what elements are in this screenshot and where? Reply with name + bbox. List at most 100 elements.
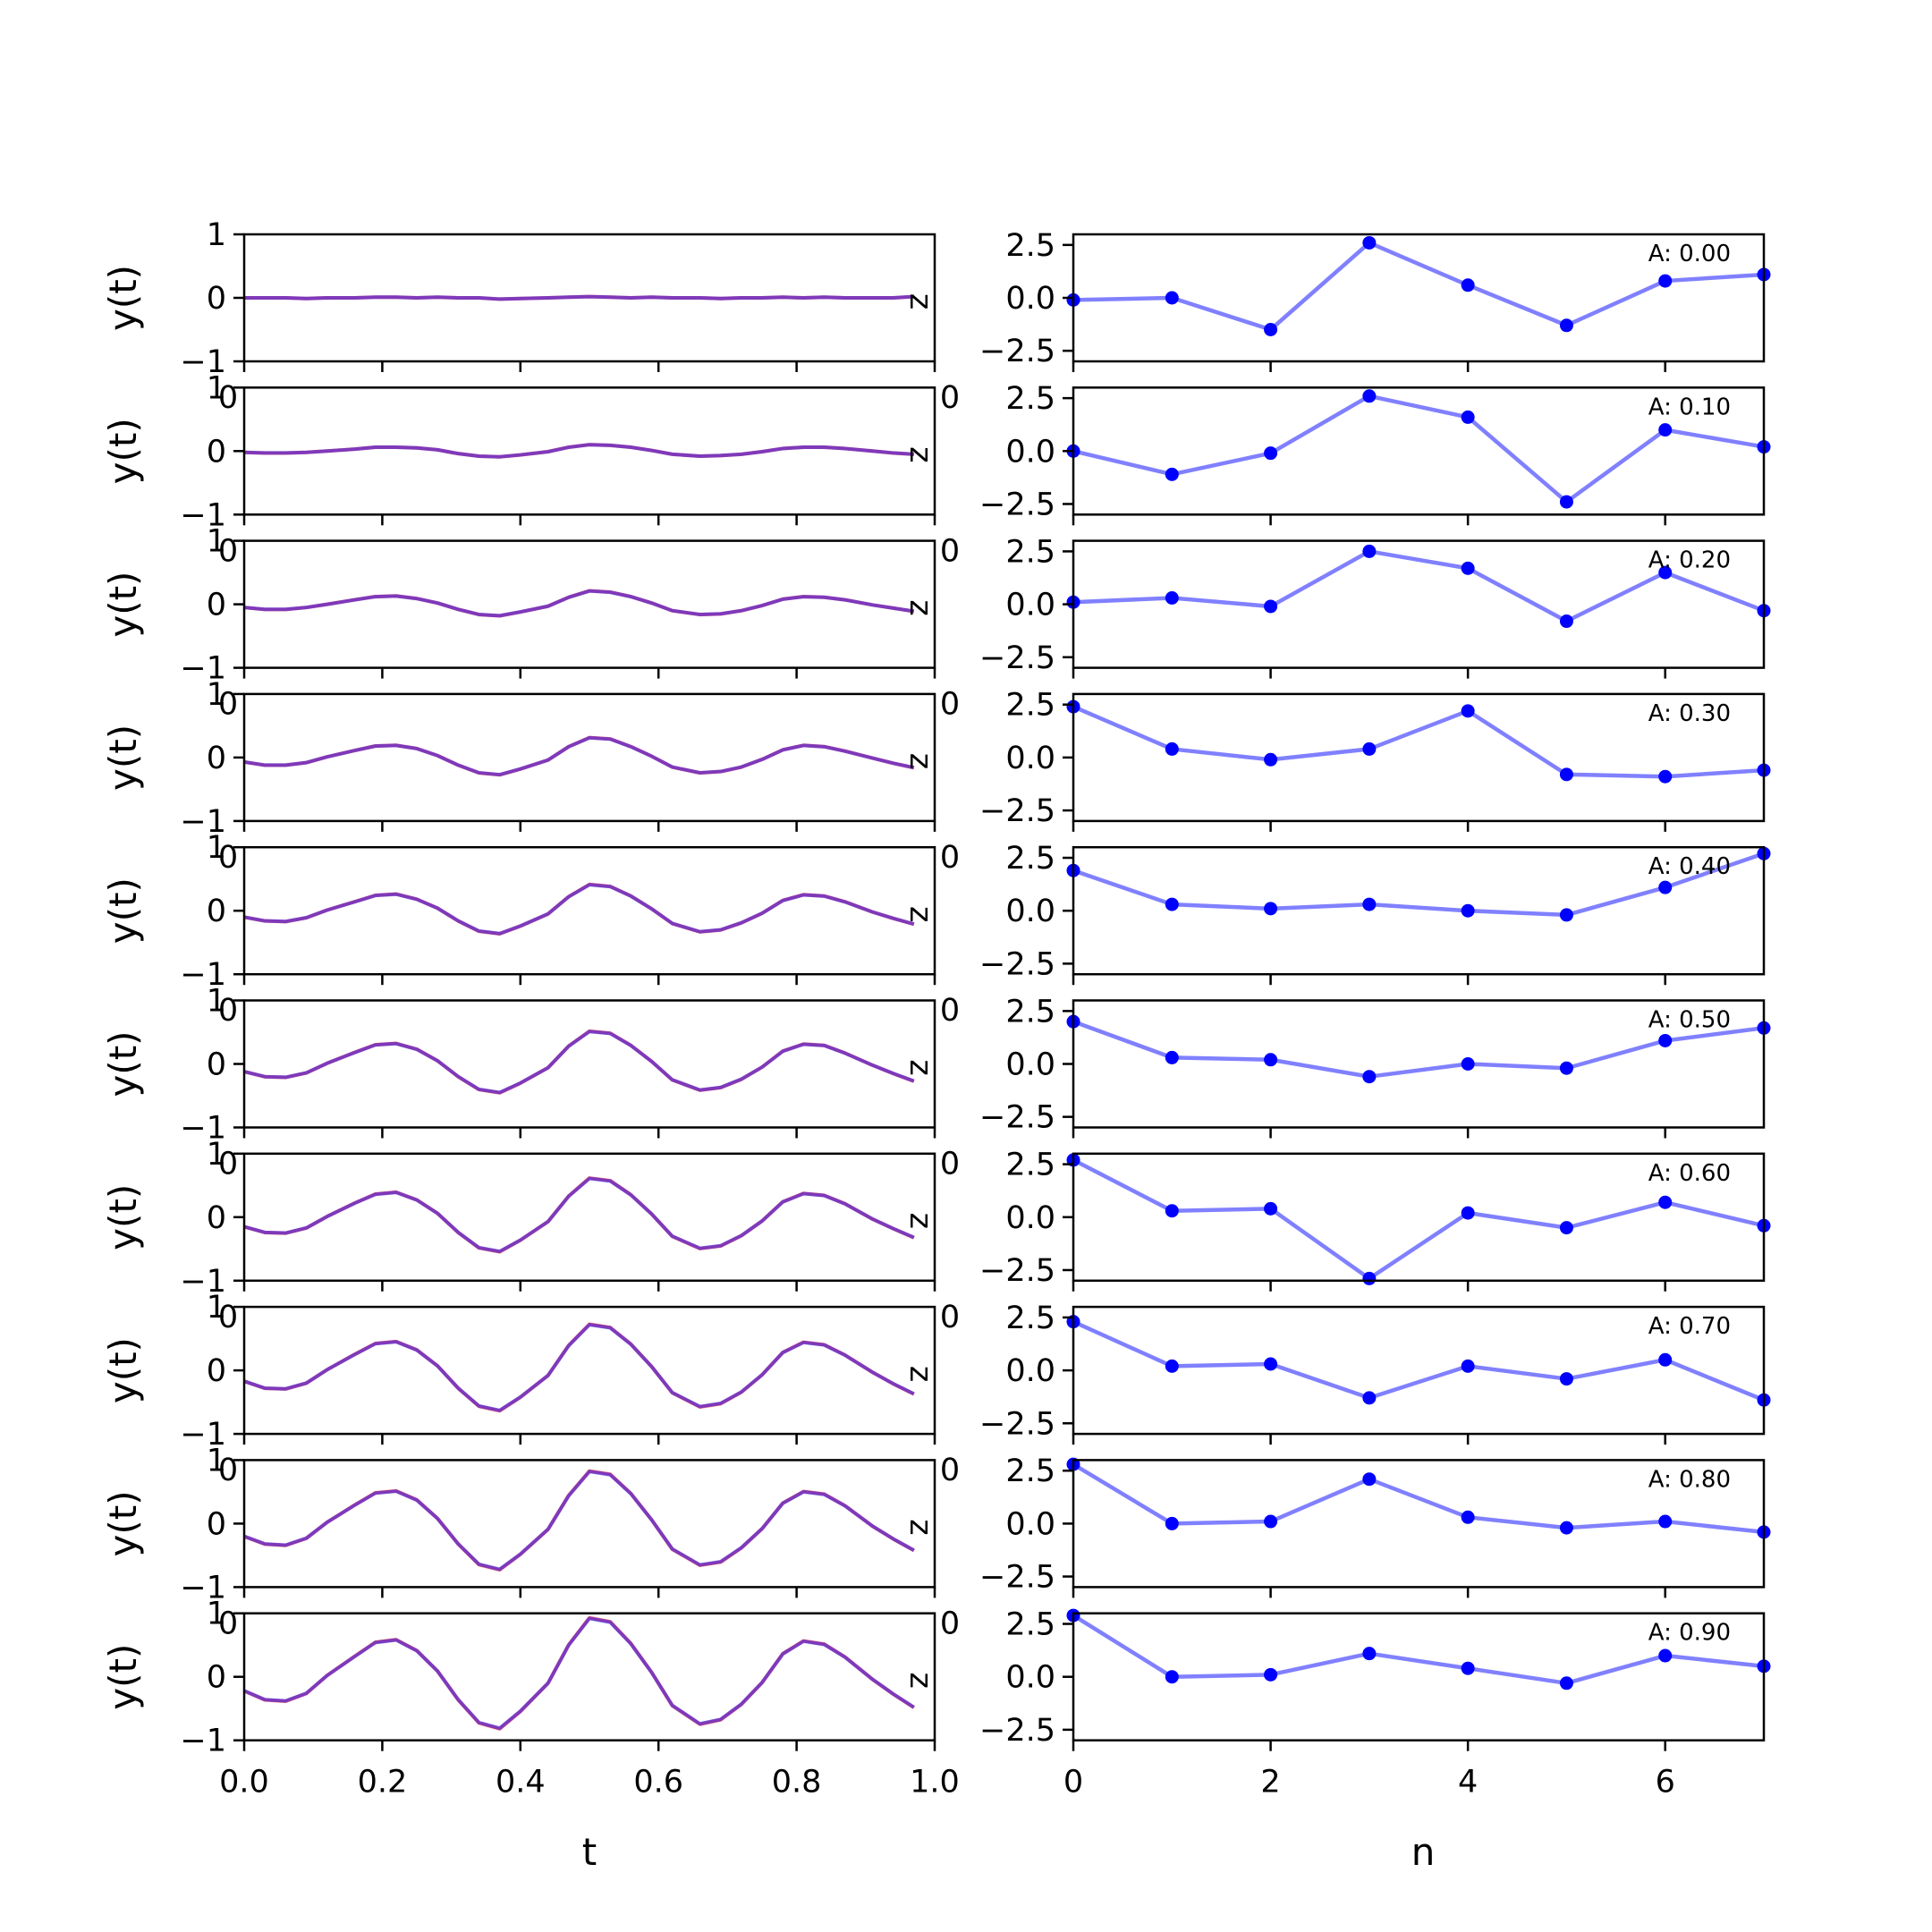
y-tick-label: −1 [180,1264,226,1300]
side-label: z [902,446,938,462]
y-tick-label: 0.0 [1005,281,1055,317]
y-tick-label: 0.0 [1005,741,1055,776]
coefficient-point [1362,235,1377,250]
y-tick-label: −1 [180,1111,226,1147]
y-tick-label: 2.5 [1005,1607,1055,1643]
overlap-label: 0 [940,1606,960,1641]
y-axis-label: y(t) [101,1644,145,1710]
coefficient-point [1165,741,1179,756]
overlap-label: 0 [218,687,238,723]
x-tick-label: 4 [1458,1765,1478,1801]
coefficient-line [1072,394,1765,504]
y-tick-label: −2.5 [979,1253,1055,1289]
coefficient-point [1461,1057,1475,1071]
coefficient-panel: 2.5 0.0 −2.5 A: 0.70 [979,1301,1771,1445]
y-tick-label: 0.0 [1005,588,1055,623]
coefficient-point [1658,1648,1673,1663]
coefficient-column: 2.5 0.0 −2.5 A: 0.00 2.5 0.0 −2.5 A: 0.10 2.5 0.0… [979,228,1771,1874]
y-tick-label: 2.5 [1005,1453,1055,1489]
y-axis-label: y(t) [101,418,145,484]
signal-panel: 10−1y(t) z0 0 [101,677,960,876]
y-tick-label: −1 [180,1570,226,1606]
coefficient-point [1264,752,1278,767]
y-tick-label: −1 [180,957,226,993]
amplitude-annotation: A: 0.50 [1648,1007,1731,1034]
signal-line [244,294,914,301]
y-tick-label: 0 [207,1660,226,1696]
amplitude-annotation: A: 0.90 [1648,1620,1731,1647]
overlap-label: 0 [940,1453,960,1488]
coefficient-point [1658,565,1673,580]
coefficient-point [1461,1206,1475,1220]
coefficient-point [1165,1670,1179,1684]
coefficient-point [1362,389,1377,403]
coefficient-point [1362,1647,1377,1661]
y-tick-label: −1 [180,1724,226,1759]
side-label: z [902,906,938,922]
coefficient-point [1559,318,1573,333]
x-tick-label: 0.0 [219,1765,269,1801]
amplitude-annotation: A: 0.40 [1648,853,1731,880]
x-axis-label: n [1411,1830,1436,1874]
y-tick-label: 1 [207,370,226,406]
y-tick-label: −2.5 [979,487,1055,522]
y-tick-label: 2.5 [1005,688,1055,724]
y-tick-label: 0 [207,1353,226,1389]
y-axis-label: y(t) [101,724,145,791]
coefficient-point [1559,1221,1573,1235]
y-tick-label: 2.5 [1005,381,1055,417]
x-tick-label: 0.4 [496,1765,546,1801]
side-label: z [902,753,938,769]
signal-panel: 10−1y(t) z0 0 [101,984,960,1182]
coefficient-point [1165,1516,1179,1530]
side-label: z [902,1213,938,1229]
overlap-label: 0 [940,1147,960,1182]
y-tick-label: 1 [207,1443,226,1479]
side-label: z [902,1366,938,1382]
coefficient-point [1461,1510,1475,1524]
side-label: z [902,1519,938,1535]
coefficient-point [1461,704,1475,718]
coefficient-point [1264,323,1278,336]
signal-panel: 10−1y(t) z0 0 [101,1137,960,1335]
coefficient-line [1072,1319,1765,1402]
coefficient-line [1072,1462,1765,1535]
overlap-label: 0 [218,1606,238,1641]
coefficient-point [1362,1391,1377,1405]
coefficient-point [1264,902,1278,916]
overlap-label: 0 [218,1453,238,1488]
y-tick-label: 1 [207,524,226,560]
coefficient-point [1559,614,1573,629]
coefficient-point [1165,1359,1179,1373]
x-axis-label: t [582,1830,597,1874]
coefficient-point [1658,1195,1673,1209]
x-tick-label: 0.8 [772,1765,822,1801]
coefficient-panel: 2.5 0.0 −2.50 2 4 6 A: 0.90 [979,1607,1771,1801]
overlap-label: 0 [940,840,960,876]
coefficient-point [1461,1661,1475,1675]
amplitude-annotation: A: 0.80 [1648,1466,1731,1493]
amplitude-annotation: A: 0.30 [1648,700,1731,727]
y-tick-label: −2.5 [979,1560,1055,1596]
y-tick-label: −2.5 [979,334,1055,369]
y-axis-label: y(t) [101,1490,145,1556]
signal-panel: 10−1y(t) z0 0 [101,217,960,416]
coefficient-point [1559,495,1573,509]
coefficient-point [1362,897,1377,911]
y-tick-label: 2.5 [1005,534,1055,570]
coefficient-point [1362,1271,1377,1285]
coefficient-point [1658,1033,1673,1047]
y-tick-label: 1 [207,830,226,866]
coefficient-line [1072,1157,1765,1281]
y-tick-label: 0.0 [1005,894,1055,929]
coefficient-point [1461,903,1475,918]
coefficient-point [1264,1514,1278,1529]
coefficient-point [1559,1676,1573,1690]
y-tick-label: 0 [207,434,226,470]
signal-line [243,589,915,618]
y-tick-label: 1 [207,217,226,253]
overlap-label: 0 [218,1300,238,1335]
y-tick-label: −1 [180,651,226,687]
y-tick-label: −1 [180,344,226,380]
